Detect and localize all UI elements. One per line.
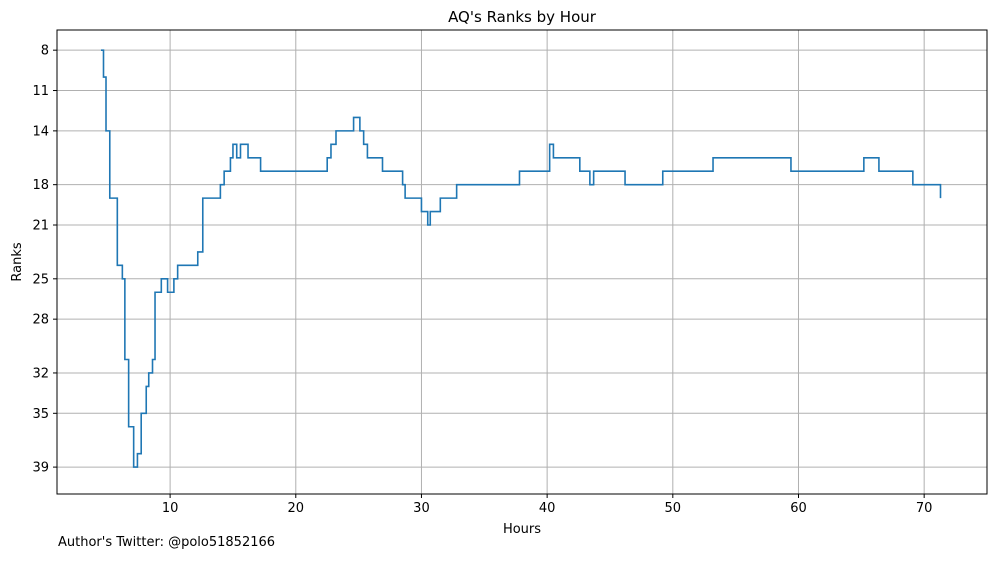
x-tick-label: 20 bbox=[288, 501, 305, 516]
x-tick-label: 60 bbox=[790, 501, 807, 516]
y-tick-label: 25 bbox=[32, 272, 49, 287]
x-tick-label: 50 bbox=[665, 501, 682, 516]
y-tick-label: 11 bbox=[32, 84, 49, 99]
y-axis-label: Ranks bbox=[10, 242, 25, 281]
y-tick-label: 28 bbox=[32, 313, 49, 328]
y-axis-ticks: 8 11 14 18 21 25 28 32 35 39 bbox=[32, 44, 57, 476]
plot-frame bbox=[56, 29, 988, 495]
x-tick-label: 70 bbox=[916, 501, 933, 516]
y-tick-label: 14 bbox=[32, 124, 49, 139]
y-tick-label: 8 bbox=[41, 44, 49, 59]
x-axis-label: Hours bbox=[503, 522, 541, 537]
y-tick-label: 32 bbox=[32, 366, 49, 381]
x-tick-label: 10 bbox=[162, 501, 179, 516]
chart-title: AQ's Ranks by Hour bbox=[448, 8, 597, 26]
y-tick-label: 21 bbox=[32, 219, 49, 234]
y-tick-label: 39 bbox=[32, 461, 49, 476]
author-footnote: Author's Twitter: @polo51852166 bbox=[58, 535, 276, 550]
x-axis-ticks: 10 20 30 40 50 60 70 bbox=[162, 494, 933, 516]
rank-series-line bbox=[100, 49, 942, 468]
y-tick-label: 35 bbox=[32, 407, 49, 422]
grid bbox=[57, 30, 987, 494]
x-tick-label: 30 bbox=[413, 501, 430, 516]
x-tick-label: 40 bbox=[539, 501, 556, 516]
y-tick-label: 18 bbox=[32, 178, 49, 193]
